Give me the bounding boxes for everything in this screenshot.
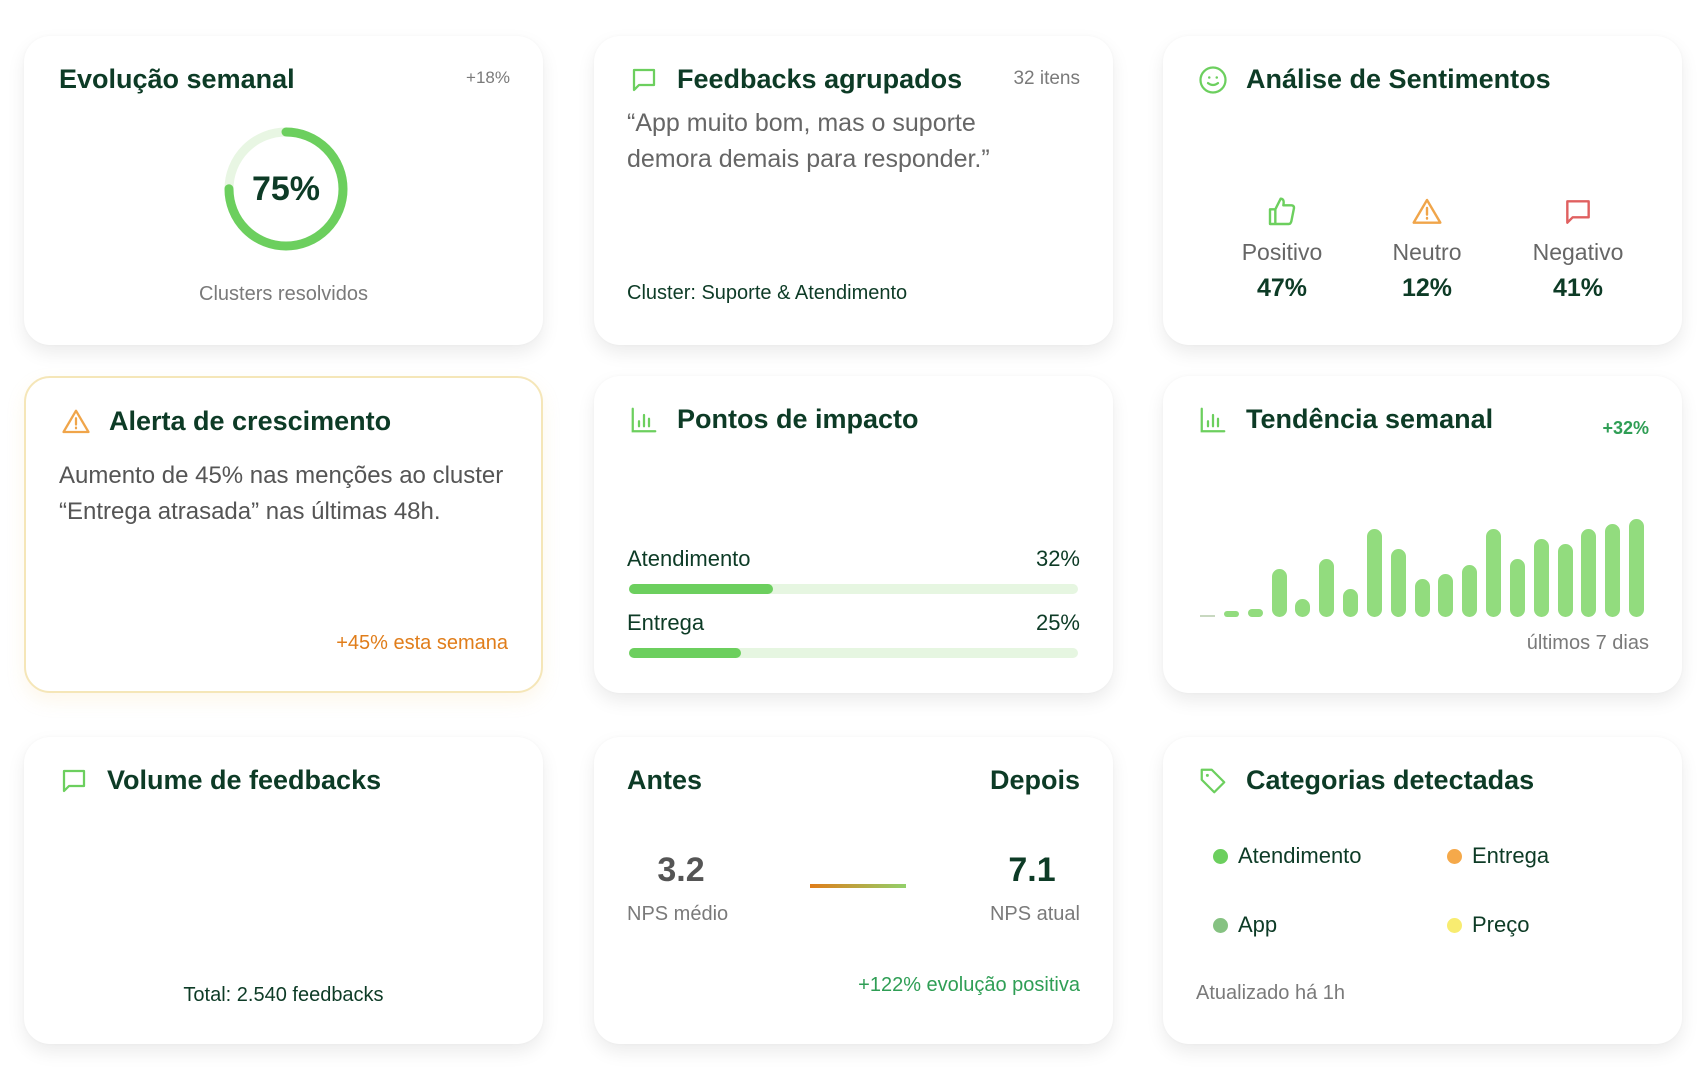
status-dot [1447,918,1462,933]
sentiment-neutro: Neutro 12% [1356,196,1498,303]
progress-ring [224,127,348,251]
volume-card: Volume de feedbacks Total: 2.540 feedbac… [24,737,543,1044]
smile-icon [1199,65,1227,94]
chat-bubble-icon [1566,200,1590,224]
caption: últimos 7 dias [1526,632,1649,654]
category-label: Atendimento [1238,843,1362,868]
trend-bar [1557,544,1573,617]
after-value: 7.1 [1008,851,1056,889]
impact-row: Entrega 25% [627,610,1080,636]
evolucao-card: Evolução semanal +18% 75% Clusters resol… [24,36,543,345]
category-chip[interactable]: Atendimento [1213,843,1362,869]
trend-bar [1414,579,1430,617]
trend-bar [1629,519,1645,617]
sentiment-value: 47% [1256,274,1308,302]
category-label: Preço [1472,912,1530,937]
before-value: 3.2 [657,851,705,889]
warning-icon [62,409,90,433]
feedback-quote: “App muito bom, mas o suporte demora dem… [627,109,990,173]
category-chip[interactable]: App [1213,912,1277,938]
after-title: Depois [989,765,1080,795]
updated-label: Atualizado há 1h [1196,982,1346,1004]
status-dot [1213,849,1228,864]
after-label: NPS atual [989,903,1080,925]
impact-label: Entrega [627,610,705,635]
category-label: App [1238,912,1278,937]
trend-bar [1319,559,1335,617]
trend-bar [1200,615,1215,617]
delta-badge: +18% [466,68,510,87]
alerta-card: Alerta de crescimento Aumento de 45% nas… [24,376,543,693]
impact-label: Atendimento [627,546,751,571]
before-title: Antes [627,765,703,795]
sentiment-value: 41% [1552,274,1604,302]
bar-chart-icon [631,407,657,432]
trend-bar-chart [1196,513,1649,617]
impact-bar-fill [629,584,773,594]
card-title: Pontos de impacto [677,404,919,434]
progress-arrow-line [810,884,906,888]
impact-value: 25% [1035,610,1080,635]
category-chip[interactable]: Preço [1447,912,1529,938]
trend-bar [1366,529,1382,617]
status-dot [1213,918,1228,933]
chat-bubble-icon [62,769,86,792]
impact-row: Atendimento 32% [627,546,1080,572]
trend-bar [1581,529,1597,617]
tag-icon [1200,768,1226,793]
nps-card: Antes Depois 3.2 NPS médio 7.1 NPS atual… [594,737,1113,1044]
before-label: NPS médio [627,903,729,925]
impact-bar-track [629,648,1078,658]
category-label: Entrega [1472,843,1550,868]
category-chip[interactable]: Entrega [1447,843,1549,869]
alert-body: Aumento de 45% nas menções ao cluster “E… [59,462,504,525]
sentiment-label: Neutro [1392,239,1462,265]
warning-icon [1412,198,1442,224]
trend-bar [1295,599,1311,617]
delta-badge: +32% [1602,418,1649,438]
bar-chart-icon [1200,407,1226,432]
feedbacks-card: Feedbacks agrupados 32 itens “App muito … [594,36,1113,345]
sentiment-label: Negativo [1532,239,1624,265]
trend-bar [1438,574,1454,617]
card-title: Feedbacks agrupados [677,64,963,94]
sentiment-label: Positivo [1241,239,1323,265]
item-count: 32 itens [1013,68,1080,89]
impact-bar-track [629,584,1078,594]
progress-value: 75% [251,169,321,208]
cluster-label[interactable]: Cluster: Suporte & Atendimento [627,282,908,304]
categorias-card: Categorias detectadas Atendimento Entreg… [1163,737,1682,1044]
evolution-label: +122% evolução positiva [858,974,1080,996]
sentiment-negativo: Negativo 41% [1498,196,1658,303]
sentiment-value: 12% [1401,274,1453,302]
trend-bar [1247,609,1263,617]
card-title: Volume de feedbacks [107,765,382,795]
card-title: Evolução semanal [59,64,295,94]
card-title: Análise de Sentimentos [1246,64,1551,94]
trend-bar [1533,539,1549,617]
impact-value: 32% [1035,546,1080,571]
thumbs-up-icon [1268,197,1296,226]
trend-bar [1509,559,1525,617]
trend-bar [1271,569,1287,617]
trend-bar [1343,589,1359,617]
impact-bar-fill [629,648,742,658]
card-title: Categorias detectadas [1246,765,1535,795]
trend-bar [1390,549,1406,617]
chat-bubble-icon [632,68,656,91]
trend-bar [1605,524,1621,617]
total-label: Total: 2.540 feedbacks [183,984,384,1006]
card-title: Tendência semanal [1246,404,1494,434]
trend-bar [1462,565,1478,617]
trend-bar [1486,529,1502,617]
status-dot [1447,849,1462,864]
card-title: Alerta de crescimento [109,406,392,436]
sentiment-positivo: Positivo 47% [1208,196,1356,303]
caption: Clusters resolvidos [199,283,368,305]
tendencia-card: Tendência semanal +32% últimos 7 dias [1163,376,1682,693]
alert-footer: +45% esta semana [336,632,508,654]
sentimentos-card: Análise de Sentimentos Positivo 47% Neut… [1163,36,1682,345]
impacto-card: Pontos de impacto Atendimento 32% Entrega… [594,376,1113,693]
trend-bar [1223,611,1239,617]
